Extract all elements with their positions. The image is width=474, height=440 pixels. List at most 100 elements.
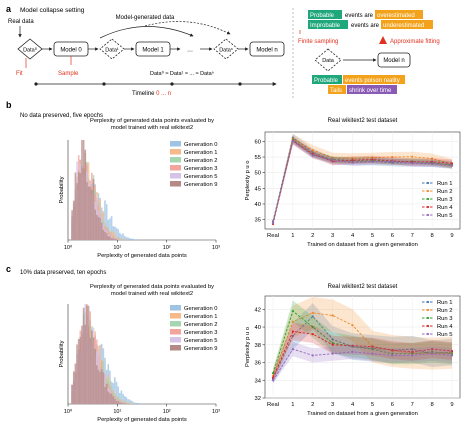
c_line-legend-marker [426,332,430,336]
c_hist-bar [94,349,96,404]
timeline-prefix: Timeline [132,91,156,97]
c_line-xtick-label: 7 [411,402,414,408]
b_line-point [411,162,414,165]
b_hist-bar [107,236,110,240]
model0-label: Model 0 [60,48,82,54]
b_line-line [272,140,453,225]
events-are-2: events are [351,23,380,29]
b_line-frame [264,131,461,230]
c_line-xlabel: Trained on dataset from a given generati… [307,411,418,417]
c_hist-title-2: model trained with real wikitext2 [111,291,193,297]
c_line-point [331,343,334,346]
b_hist-bar [92,178,95,240]
c_line-point [411,350,414,353]
c_hist-bar [72,371,75,404]
data0-label: Data⁰ [23,47,38,54]
c_hist-bar [130,403,133,404]
b_hist-legend-swatch [170,149,181,155]
c_hist-bar [115,381,118,404]
b_hist-bar [112,231,115,240]
b_hist-bar [87,186,90,240]
c_hist-bar [100,369,103,404]
b_hist-series-5 [71,140,118,240]
b_hist-bar [118,239,121,240]
c_line-point [371,352,374,355]
fit-label: Fit [16,71,23,77]
c_hist-legend-swatch [170,313,181,319]
b_hist-bar [115,239,118,240]
b_line-legend-marker [426,197,430,201]
timeline-tick-3 [238,82,242,86]
b_line-legend-label: Run 1 [437,181,452,187]
b_hist-bar [82,140,85,240]
b_hist-legend-swatch [170,165,181,171]
c_line-point [450,354,454,357]
b_line-ytick-label: 60 [255,139,261,145]
c_hist-bar [117,401,119,404]
b_hist-ylabel: Probability [59,176,65,203]
c_line-point [351,344,354,347]
poison-label: events poison reality [345,78,400,84]
c_line-point [291,334,294,338]
c_hist-bar [82,307,85,404]
b_hist-bar [130,238,133,240]
b_hist-legend-label: Generation 5 [184,174,218,180]
poison-highlight [343,75,405,84]
b_hist-bar [97,216,100,240]
c_hist-legend-swatch [170,305,181,311]
b_line-point [371,156,374,159]
shrink-label: shrink over time [349,88,392,94]
b_hist-chart: Perplexity of generated data points eval… [59,118,220,259]
b_line-xtick-label: 8 [430,233,433,239]
c_hist-bar [87,305,90,404]
datan-diamond [213,38,239,60]
c_hist-legend-swatch [170,329,181,335]
c_hist-bar [122,402,124,404]
c_line-ytick-label: 40 [255,325,261,331]
b_hist-bar [109,236,111,240]
b_hist-bar [74,172,77,240]
c_line-band [273,300,452,378]
b_hist-bar [120,239,123,240]
b_line-band [273,133,452,223]
b_line-ytick-label: 50 [255,171,261,177]
overestimated-label: overestimated [377,13,415,19]
b_hist-bar [94,209,96,240]
c_hist-legend-swatch [170,345,181,351]
c_hist-bar [128,403,131,404]
c_hist-bar [84,324,87,404]
b_line-point [291,140,294,143]
c_hist-bar [102,372,105,404]
c_line-point [271,372,275,375]
b_hist-bar [104,200,106,240]
c_hist-bar [140,403,142,404]
c_hist-bar [97,369,100,404]
c_line-legend-label: Run 4 [437,324,453,330]
c_hist-bar [112,396,115,404]
b_line-point [311,149,314,152]
b_line-legend-marker [426,213,430,217]
sample-label: Sample [58,71,79,77]
c_line-point [431,350,434,353]
c_line-legend-label: Run 1 [437,300,452,306]
b_hist-bar [122,239,124,240]
b_line-point [351,159,354,162]
c_line-legend-label: Run 2 [437,308,452,314]
b_hist-legend-label: Generation 3 [184,166,218,172]
b_hist-bar [125,237,128,240]
b_line-xtick-label: 2 [311,233,314,239]
c_hist-legend-swatch [170,337,181,343]
c_line-ytick-label: 32 [255,396,261,402]
c_hist-legend: Generation 0 Generation 1 Generation 2 Gene… [170,305,218,352]
c_line-point [271,379,275,382]
c_line-point [311,325,314,329]
timeline-tick-2 [170,82,174,86]
b_hist-bar [72,200,75,240]
b_line-chart: Real wikitext2 test dataset354045505560R… [245,118,461,248]
c_line-band [273,296,452,383]
c_line-ytick-label: 36 [255,361,261,367]
c_line-line [272,312,453,376]
c_line-series-3 [271,322,454,382]
b_hist-bar [89,186,92,240]
c_line-point [331,352,334,355]
